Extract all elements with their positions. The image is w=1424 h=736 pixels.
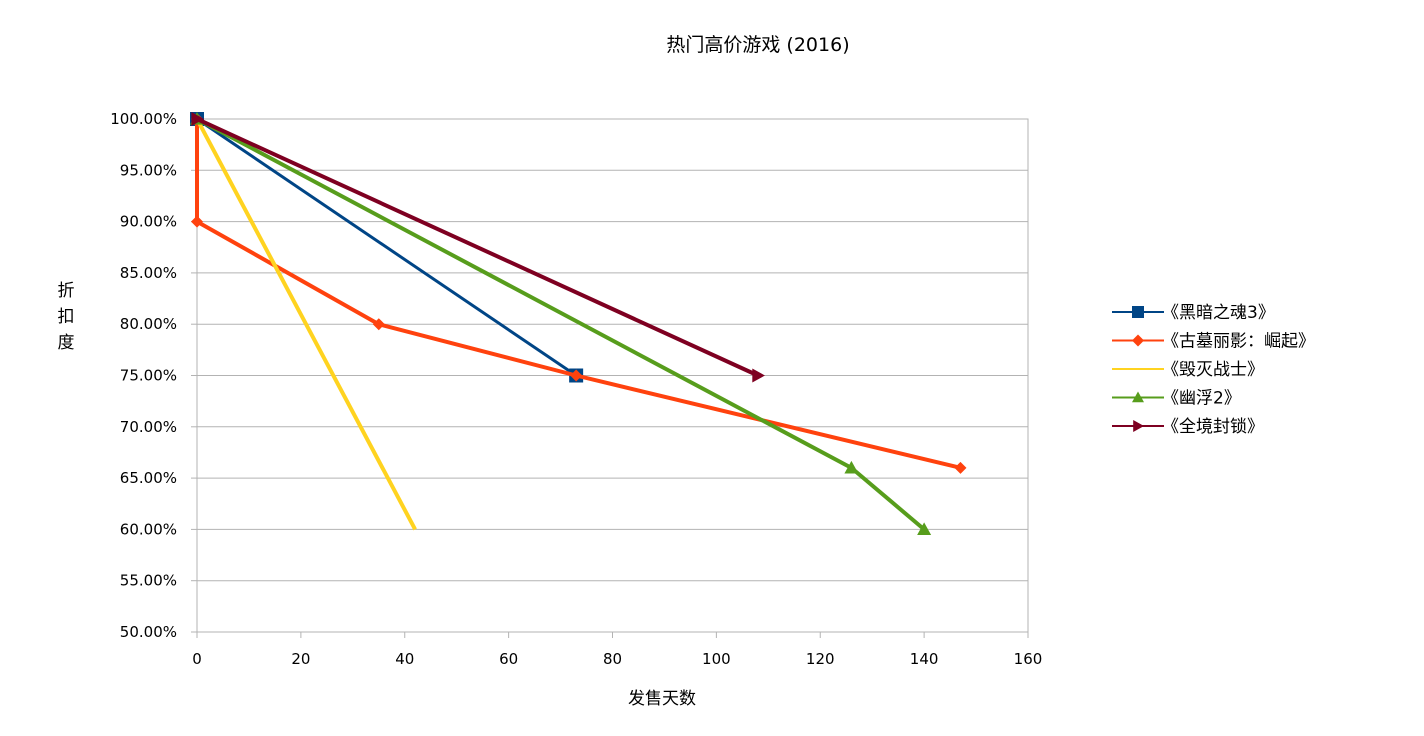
- legend-label: 《毁灭战士》: [1162, 360, 1264, 380]
- y-tick-label: 90.00%: [120, 213, 177, 231]
- x-tick-label: 80: [603, 650, 622, 668]
- y-tick-label: 95.00%: [120, 161, 177, 179]
- chart-title: 热门高价游戏 (2016): [666, 34, 849, 56]
- y-tick-label: 55.00%: [120, 572, 177, 590]
- y-tick-label: 70.00%: [120, 418, 177, 436]
- legend-label: 《全境封锁》: [1162, 417, 1264, 437]
- series-3: [195, 118, 417, 531]
- data-point: [372, 318, 385, 331]
- legend-item: 《黑暗之魂3》: [1112, 303, 1275, 323]
- data-point: [1132, 334, 1144, 347]
- y-tick-label: 60.00%: [120, 520, 177, 538]
- y-tick-label: 100.00%: [110, 110, 177, 128]
- legend-item: 《古墓丽影：崛起》: [1112, 332, 1315, 352]
- legend-item: 《幽浮2》: [1112, 389, 1241, 409]
- legend-label: 《黑暗之魂3》: [1162, 303, 1275, 323]
- legend-label: 《幽浮2》: [1162, 389, 1241, 409]
- series-group: [190, 112, 967, 535]
- x-tick-label: 160: [1014, 650, 1043, 668]
- x-tick-label: 60: [499, 650, 518, 668]
- x-tick-label: 100: [702, 650, 731, 668]
- y-tick-label: 75.00%: [120, 367, 177, 385]
- series-line: [195, 118, 417, 531]
- data-point: [1132, 391, 1144, 403]
- y-tick-label: 65.00%: [120, 469, 177, 487]
- data-point: [1133, 420, 1144, 432]
- data-point: [844, 460, 859, 474]
- x-tick-label: 0: [192, 650, 202, 668]
- y-axis-label: 折扣度: [58, 281, 75, 353]
- data-point: [752, 368, 765, 383]
- x-tick-label: 140: [910, 650, 939, 668]
- data-point: [191, 215, 203, 228]
- data-point: [191, 112, 204, 126]
- y-tick-label: 85.00%: [120, 264, 177, 282]
- y-tick-label: 80.00%: [120, 315, 177, 333]
- x-axis-ticks: 0 20 40 60 80 100 120 140 160: [192, 632, 1042, 668]
- legend: 《黑暗之魂3》《古墓丽影：崛起》《毁灭战士》《幽浮2》《全境封锁》: [1112, 303, 1315, 437]
- legend-item: 《毁灭战士》: [1112, 360, 1264, 380]
- x-tick-label: 20: [291, 650, 310, 668]
- legend-label: 《古墓丽影：崛起》: [1162, 332, 1315, 352]
- series-5: [191, 112, 765, 383]
- series-line: [196, 117, 577, 377]
- data-point: [917, 522, 932, 535]
- data-point: [570, 369, 583, 382]
- series-line: [196, 117, 759, 378]
- x-tick-label: 40: [395, 650, 414, 668]
- legend-item: 《全境封锁》: [1112, 417, 1264, 437]
- data-point: [954, 461, 967, 474]
- y-tick-label: 50.00%: [120, 623, 177, 641]
- x-tick-label: 120: [806, 650, 835, 668]
- data-point: [1132, 306, 1144, 318]
- y-axis-ticks: 50.00% 55.00% 60.00% 65.00% 70.00% 75.00% 80.0…: [110, 110, 197, 641]
- x-axis-label: 发售天数: [628, 689, 696, 709]
- grid-lines: [197, 169, 1028, 582]
